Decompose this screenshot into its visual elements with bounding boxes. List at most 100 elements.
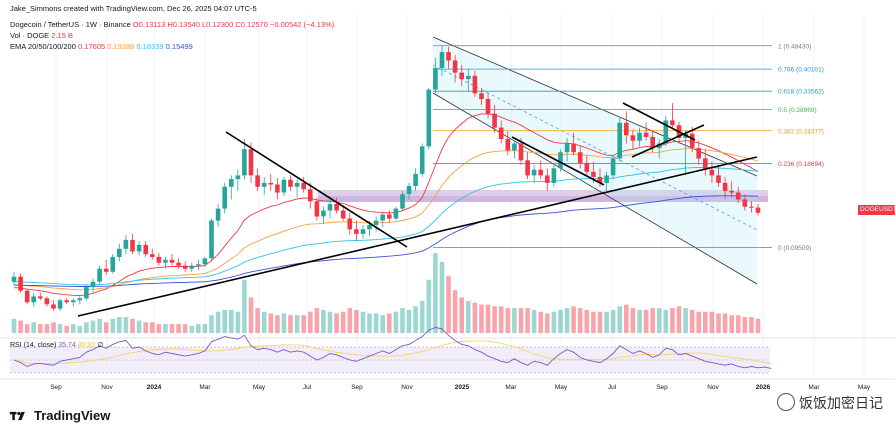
volume-bar [340,311,346,333]
volume-bar [610,309,616,333]
candle-body [703,158,708,170]
candle-body [44,298,50,305]
symbol-name[interactable]: Dogecoin / TetherUS · 1W · Binance [10,20,131,29]
watermark-text: 饭饭加密日记 [799,395,883,411]
candle-body [97,268,102,282]
volume-bar [84,322,89,333]
candle-body [294,182,300,187]
candle-body [630,135,636,141]
candle-body [143,244,148,255]
candle-body [512,143,517,151]
candle-body [689,133,695,148]
volume-bar [294,315,300,333]
volume-bar [512,308,517,333]
volume-bar [77,325,83,333]
volume-bar [215,311,221,333]
candle-body [492,113,497,128]
channel-upper [432,36,758,177]
volume-bar [248,297,254,333]
candle-body [340,210,346,219]
candle-body [354,229,359,234]
volume-bar [419,301,425,333]
candle-body [321,210,326,217]
volume-bar [44,324,50,333]
ema100-line [13,167,759,286]
volume-bar [650,308,655,333]
volume-bar [722,313,728,333]
ema20-value: 0.17605 [77,42,106,51]
candle-body [314,201,320,217]
candle-body [650,136,655,149]
tradingview-logo[interactable]: TradingView [8,408,110,423]
volume-bar [716,313,721,333]
candle-body [558,152,563,169]
candle-body [57,300,63,309]
candle-body [64,300,69,303]
candle-body [103,268,109,272]
candle-body [130,239,135,252]
volume-bar [156,324,162,333]
candle-body [301,182,306,190]
volume-label[interactable]: Vol · DOGE [10,31,50,40]
candle-body [545,175,550,183]
volume-legend: Vol · DOGE 2.15 B [10,31,73,40]
candle-body [235,175,241,180]
volume-bar [670,308,675,333]
candle-body [584,162,590,172]
rsi-label[interactable]: RSI (14, close) [10,342,57,349]
ema50-line [13,148,759,291]
ohlc-open: O0.13113 [132,20,166,29]
candle-body [498,127,504,139]
candle-body [670,120,675,126]
candle-body [393,208,399,219]
volume-bar [314,308,320,333]
volume-bar [31,322,36,333]
volume-bar [222,309,227,333]
volume-bar [709,311,715,333]
candle-body [538,169,543,176]
volume-bar [624,304,629,333]
candle-body [479,93,484,100]
volume-bar [387,313,392,333]
ohlc-close: C0.12570 [235,20,268,29]
volume-bar [255,308,260,333]
candle-body [485,99,491,114]
candle-body [472,75,478,94]
volume-bar [334,313,339,333]
candle-body [163,259,168,263]
candle-body [452,60,458,73]
candle-body [110,256,116,272]
candle-body [466,75,471,80]
candle-body [347,218,353,230]
volume-bar [18,320,23,333]
x-tick-label: Nov [401,384,413,391]
resistance-trendline-1 [225,131,408,248]
volume-bar [571,306,576,333]
candle-body [571,143,576,153]
resistance-trendline-2 [511,136,605,186]
candle-body [591,171,596,177]
x-tick-label: Nov [101,384,113,391]
candle-body [709,169,715,176]
volume-bar [209,315,214,333]
watermark: 饭饭加密日记 [777,393,883,413]
candle-body [31,296,36,303]
candle-body [551,168,557,183]
candle-body [196,264,201,266]
candle-body [268,182,274,185]
ema-label[interactable]: EMA 20/50/100/200 [10,42,76,51]
candle-body [261,182,267,187]
candle-body [564,143,570,153]
volume-bar [136,320,142,333]
volume-bar [683,308,688,333]
candle-body [222,186,227,209]
candle-body [18,276,23,291]
candle-body [505,139,511,151]
x-tick-label: 2026 [756,384,771,391]
volume-bar [110,318,116,333]
candle-body [248,149,254,176]
candle-body [610,158,616,176]
candle-body [624,122,629,136]
